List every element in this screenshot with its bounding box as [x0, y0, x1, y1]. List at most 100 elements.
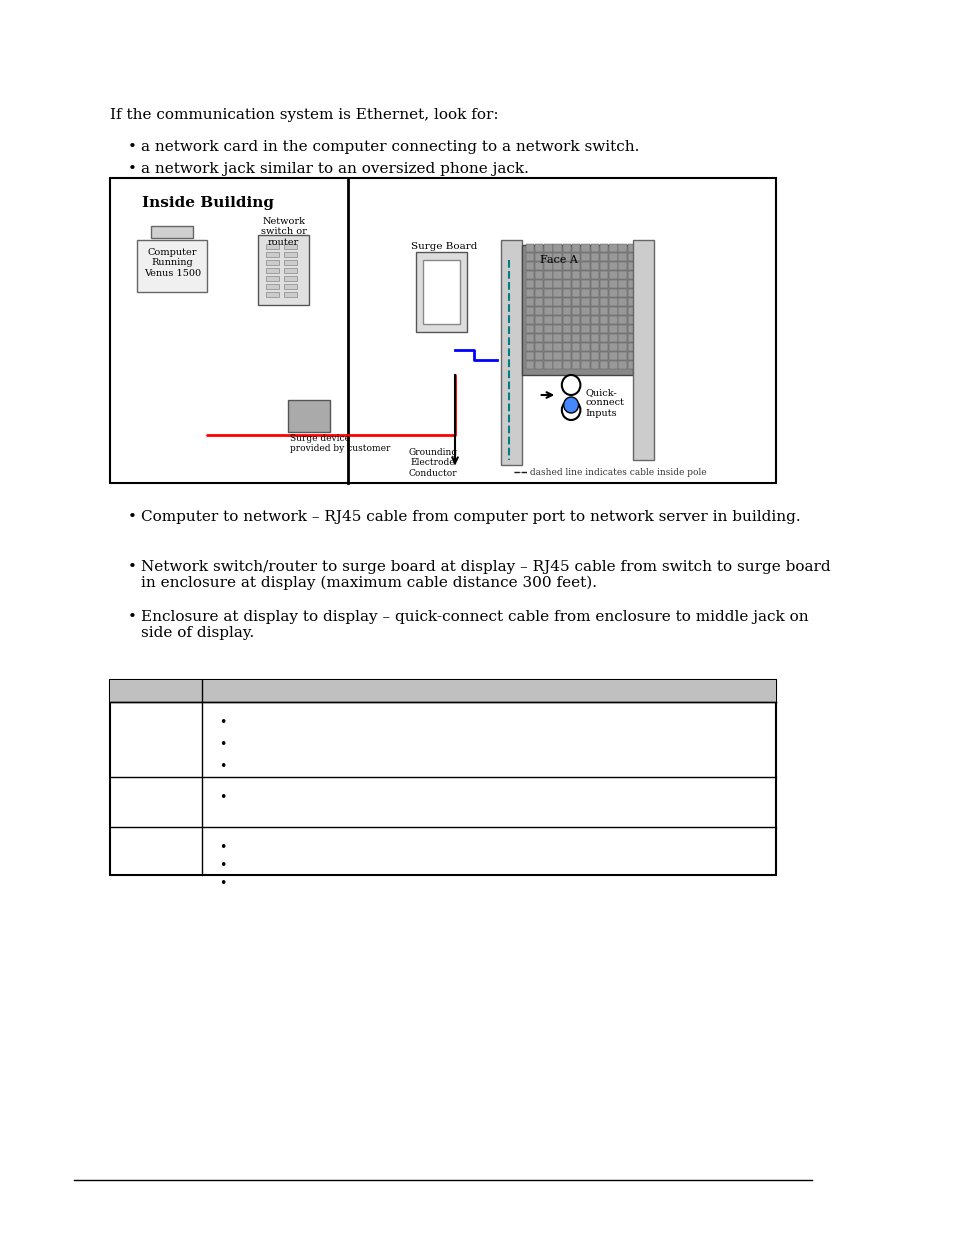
- Bar: [562, 298, 571, 306]
- Bar: [590, 245, 598, 252]
- Text: ---- dashed line indicates cable inside pole: ---- dashed line indicates cable inside …: [515, 468, 706, 477]
- Bar: [543, 253, 552, 261]
- Bar: [137, 240, 207, 291]
- Text: •: •: [128, 510, 137, 524]
- Bar: [580, 253, 589, 261]
- Bar: [580, 325, 589, 333]
- Bar: [535, 280, 542, 288]
- Bar: [609, 270, 617, 279]
- Bar: [580, 308, 589, 315]
- Bar: [633, 240, 653, 459]
- Text: side of display.: side of display.: [141, 626, 254, 640]
- Bar: [525, 352, 534, 359]
- Bar: [627, 308, 636, 315]
- Bar: [543, 361, 552, 369]
- Bar: [609, 325, 617, 333]
- Bar: [553, 361, 561, 369]
- Circle shape: [563, 396, 578, 412]
- Bar: [535, 361, 542, 369]
- Bar: [284, 275, 296, 282]
- Bar: [627, 343, 636, 351]
- Bar: [152, 226, 193, 238]
- Text: a network jack similar to an oversized phone jack.: a network jack similar to an oversized p…: [141, 162, 529, 177]
- Bar: [618, 316, 626, 324]
- Bar: [543, 308, 552, 315]
- Text: •: •: [219, 716, 226, 729]
- Text: •: •: [219, 841, 226, 853]
- Bar: [501, 240, 521, 466]
- Bar: [572, 280, 579, 288]
- Bar: [590, 270, 598, 279]
- Bar: [627, 253, 636, 261]
- Bar: [590, 343, 598, 351]
- Bar: [609, 308, 617, 315]
- Bar: [580, 262, 589, 270]
- Bar: [535, 325, 542, 333]
- Bar: [580, 352, 589, 359]
- Bar: [553, 280, 561, 288]
- Bar: [543, 352, 552, 359]
- Bar: [553, 343, 561, 351]
- Bar: [562, 253, 571, 261]
- Bar: [572, 333, 579, 342]
- Bar: [284, 261, 296, 266]
- Bar: [110, 178, 776, 483]
- Bar: [535, 316, 542, 324]
- Text: Network
switch or
router: Network switch or router: [260, 217, 306, 247]
- Text: Computer to network – RJ45 cable from computer port to network server in buildin: Computer to network – RJ45 cable from co…: [141, 510, 800, 524]
- Bar: [553, 298, 561, 306]
- Bar: [562, 308, 571, 315]
- Bar: [609, 280, 617, 288]
- Text: •: •: [219, 860, 226, 872]
- Text: •: •: [219, 760, 226, 773]
- Bar: [618, 352, 626, 359]
- Bar: [618, 333, 626, 342]
- Bar: [572, 270, 579, 279]
- Bar: [543, 270, 552, 279]
- Bar: [590, 280, 598, 288]
- Text: Inside Building: Inside Building: [142, 196, 274, 210]
- Bar: [618, 253, 626, 261]
- Bar: [543, 262, 552, 270]
- Bar: [599, 308, 608, 315]
- Bar: [525, 270, 534, 279]
- Bar: [572, 361, 579, 369]
- Bar: [627, 333, 636, 342]
- Bar: [609, 253, 617, 261]
- Bar: [572, 316, 579, 324]
- Bar: [609, 289, 617, 296]
- Text: If the communication system is Ethernet, look for:: If the communication system is Ethernet,…: [110, 107, 497, 122]
- Bar: [627, 325, 636, 333]
- Bar: [543, 343, 552, 351]
- Bar: [535, 270, 542, 279]
- Text: Face A: Face A: [540, 254, 578, 266]
- Bar: [535, 308, 542, 315]
- Text: Surge device
provided by customer: Surge device provided by customer: [290, 433, 390, 453]
- Bar: [572, 262, 579, 270]
- Bar: [572, 308, 579, 315]
- Bar: [618, 289, 626, 296]
- Bar: [535, 333, 542, 342]
- Bar: [265, 245, 278, 249]
- Text: •: •: [219, 790, 226, 804]
- Bar: [265, 284, 278, 289]
- Circle shape: [561, 375, 579, 395]
- Bar: [599, 270, 608, 279]
- Bar: [580, 343, 589, 351]
- Bar: [416, 252, 467, 332]
- Bar: [580, 298, 589, 306]
- Bar: [562, 343, 571, 351]
- Bar: [618, 262, 626, 270]
- Bar: [572, 245, 579, 252]
- Bar: [535, 298, 542, 306]
- Bar: [618, 343, 626, 351]
- Bar: [525, 343, 534, 351]
- Bar: [572, 253, 579, 261]
- Bar: [580, 361, 589, 369]
- Bar: [543, 316, 552, 324]
- Text: •: •: [128, 559, 137, 574]
- Bar: [562, 333, 571, 342]
- Bar: [525, 245, 534, 252]
- Bar: [599, 352, 608, 359]
- Text: •: •: [219, 739, 226, 751]
